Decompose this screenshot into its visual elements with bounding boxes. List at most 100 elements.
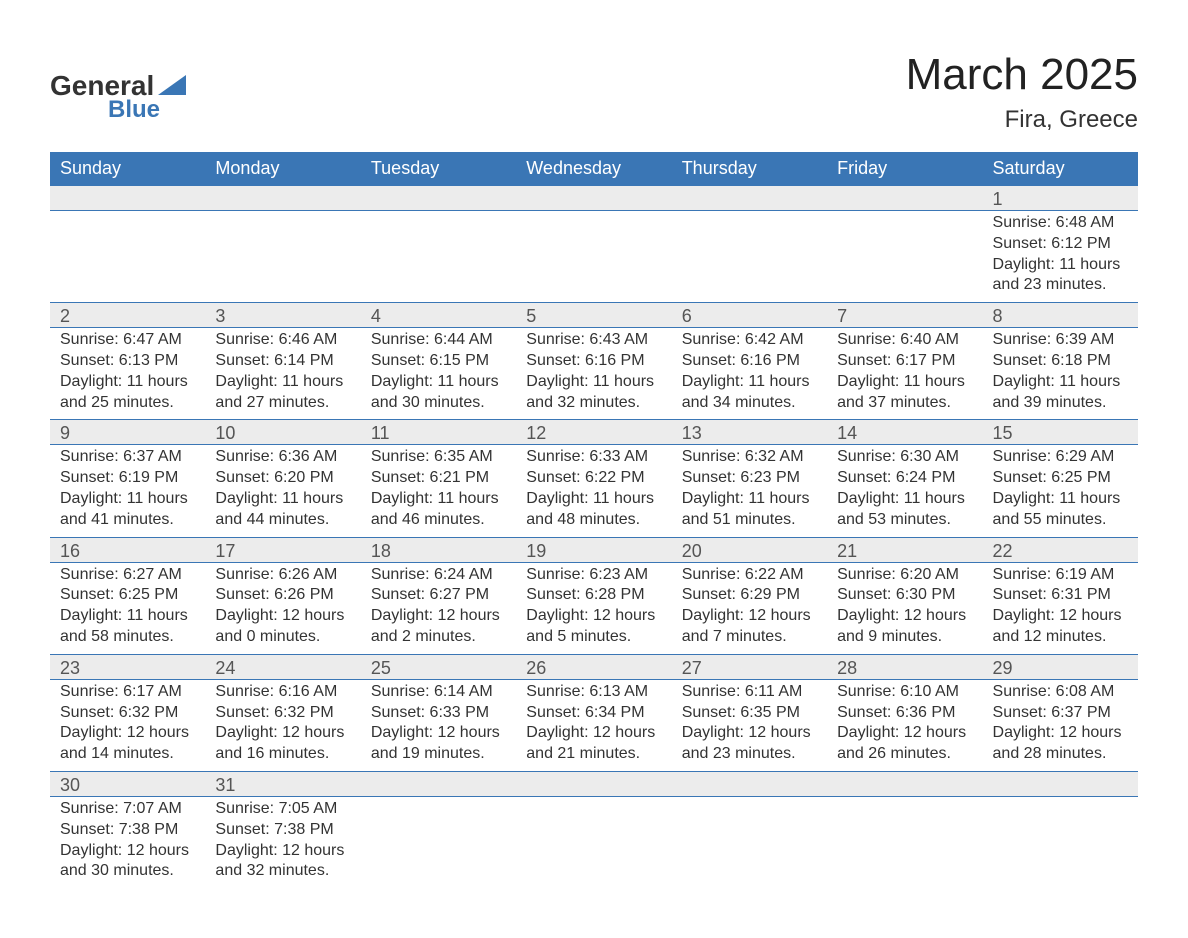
weekday-header: Saturday	[983, 152, 1138, 186]
day-number: 19	[516, 538, 671, 562]
sunset-line: Sunset: 7:38 PM	[215, 820, 350, 841]
day-number	[516, 772, 671, 796]
day-body-cell: Sunrise: 6:26 AMSunset: 6:26 PMDaylight:…	[205, 562, 360, 654]
daylight-line: Daylight: 12 hours and 5 minutes.	[526, 606, 661, 648]
sunrise-line: Sunrise: 6:23 AM	[526, 565, 661, 586]
day-body: Sunrise: 6:33 AMSunset: 6:22 PMDaylight:…	[516, 445, 671, 536]
day-body-cell	[361, 796, 516, 888]
day-body-cell: Sunrise: 6:48 AMSunset: 6:12 PMDaylight:…	[983, 211, 1138, 303]
day-number-cell	[827, 186, 982, 211]
day-number-cell: 6	[672, 303, 827, 328]
sunset-line: Sunset: 6:28 PM	[526, 585, 661, 606]
sunrise-line: Sunrise: 6:22 AM	[682, 565, 817, 586]
daylight-line: Daylight: 11 hours and 51 minutes.	[682, 489, 817, 531]
sunset-line: Sunset: 6:32 PM	[215, 703, 350, 724]
day-body-cell	[983, 796, 1138, 888]
day-number-cell: 1	[983, 186, 1138, 211]
day-number-cell: 16	[50, 537, 205, 562]
sunrise-line: Sunrise: 6:43 AM	[526, 330, 661, 351]
sunrise-line: Sunrise: 6:17 AM	[60, 682, 195, 703]
sunrise-line: Sunrise: 6:13 AM	[526, 682, 661, 703]
day-body	[50, 211, 205, 289]
weekday-header: Tuesday	[361, 152, 516, 186]
daylight-line: Daylight: 12 hours and 12 minutes.	[993, 606, 1128, 648]
sunset-line: Sunset: 6:25 PM	[60, 585, 195, 606]
sunset-line: Sunset: 6:16 PM	[526, 351, 661, 372]
daylight-line: Daylight: 12 hours and 14 minutes.	[60, 723, 195, 765]
day-body	[672, 797, 827, 875]
day-number-cell: 20	[672, 537, 827, 562]
day-number: 28	[827, 655, 982, 679]
day-number-row: 3031	[50, 771, 1138, 796]
daylight-line: Daylight: 11 hours and 48 minutes.	[526, 489, 661, 531]
day-number	[672, 186, 827, 210]
day-number: 24	[205, 655, 360, 679]
day-body-cell	[516, 796, 671, 888]
day-number: 21	[827, 538, 982, 562]
day-number: 25	[361, 655, 516, 679]
day-number: 7	[827, 303, 982, 327]
day-number: 31	[205, 772, 360, 796]
day-number	[983, 772, 1138, 796]
day-number	[205, 186, 360, 210]
day-number: 22	[983, 538, 1138, 562]
day-body	[361, 211, 516, 289]
day-body-row: Sunrise: 6:27 AMSunset: 6:25 PMDaylight:…	[50, 562, 1138, 654]
sunrise-line: Sunrise: 6:29 AM	[993, 447, 1128, 468]
sunset-line: Sunset: 6:21 PM	[371, 468, 506, 489]
day-body-cell: Sunrise: 7:05 AMSunset: 7:38 PMDaylight:…	[205, 796, 360, 888]
weekday-header: Sunday	[50, 152, 205, 186]
day-body: Sunrise: 6:24 AMSunset: 6:27 PMDaylight:…	[361, 563, 516, 654]
sunset-line: Sunset: 6:36 PM	[837, 703, 972, 724]
day-number-cell: 15	[983, 420, 1138, 445]
day-number-cell	[361, 186, 516, 211]
day-number-cell: 30	[50, 771, 205, 796]
sunset-line: Sunset: 6:31 PM	[993, 585, 1128, 606]
sunset-line: Sunset: 6:18 PM	[993, 351, 1128, 372]
day-body-cell: Sunrise: 6:22 AMSunset: 6:29 PMDaylight:…	[672, 562, 827, 654]
day-body-cell: Sunrise: 6:20 AMSunset: 6:30 PMDaylight:…	[827, 562, 982, 654]
day-body: Sunrise: 6:35 AMSunset: 6:21 PMDaylight:…	[361, 445, 516, 536]
day-body-cell: Sunrise: 6:40 AMSunset: 6:17 PMDaylight:…	[827, 328, 982, 420]
day-body-cell: Sunrise: 6:19 AMSunset: 6:31 PMDaylight:…	[983, 562, 1138, 654]
day-number: 12	[516, 420, 671, 444]
day-number-cell: 31	[205, 771, 360, 796]
daylight-line: Daylight: 12 hours and 7 minutes.	[682, 606, 817, 648]
sunset-line: Sunset: 6:27 PM	[371, 585, 506, 606]
sunrise-line: Sunrise: 6:33 AM	[526, 447, 661, 468]
daylight-line: Daylight: 12 hours and 2 minutes.	[371, 606, 506, 648]
day-number: 26	[516, 655, 671, 679]
day-body-cell	[827, 796, 982, 888]
day-number-cell: 25	[361, 654, 516, 679]
day-number-cell: 2	[50, 303, 205, 328]
day-number-row: 1	[50, 186, 1138, 211]
logo: General Blue	[50, 70, 186, 124]
day-body-cell	[672, 211, 827, 303]
day-body: Sunrise: 6:10 AMSunset: 6:36 PMDaylight:…	[827, 680, 982, 771]
sunrise-line: Sunrise: 6:39 AM	[993, 330, 1128, 351]
daylight-line: Daylight: 11 hours and 41 minutes.	[60, 489, 195, 531]
daylight-line: Daylight: 11 hours and 25 minutes.	[60, 372, 195, 414]
day-number-row: 16171819202122	[50, 537, 1138, 562]
day-body	[983, 797, 1138, 875]
day-body: Sunrise: 6:19 AMSunset: 6:31 PMDaylight:…	[983, 563, 1138, 654]
day-number-cell: 5	[516, 303, 671, 328]
day-body: Sunrise: 6:47 AMSunset: 6:13 PMDaylight:…	[50, 328, 205, 419]
day-number-cell: 17	[205, 537, 360, 562]
day-body-row: Sunrise: 7:07 AMSunset: 7:38 PMDaylight:…	[50, 796, 1138, 888]
day-body: Sunrise: 6:40 AMSunset: 6:17 PMDaylight:…	[827, 328, 982, 419]
sunset-line: Sunset: 6:25 PM	[993, 468, 1128, 489]
day-number-cell: 13	[672, 420, 827, 445]
day-body: Sunrise: 6:48 AMSunset: 6:12 PMDaylight:…	[983, 211, 1138, 302]
day-body: Sunrise: 6:22 AMSunset: 6:29 PMDaylight:…	[672, 563, 827, 654]
day-number-cell: 14	[827, 420, 982, 445]
sunrise-line: Sunrise: 6:11 AM	[682, 682, 817, 703]
day-number	[361, 186, 516, 210]
day-body-cell: Sunrise: 6:43 AMSunset: 6:16 PMDaylight:…	[516, 328, 671, 420]
logo-text-blue: Blue	[108, 96, 160, 124]
sunrise-line: Sunrise: 6:14 AM	[371, 682, 506, 703]
day-number: 10	[205, 420, 360, 444]
daylight-line: Daylight: 11 hours and 34 minutes.	[682, 372, 817, 414]
day-body: Sunrise: 6:37 AMSunset: 6:19 PMDaylight:…	[50, 445, 205, 536]
day-body-row: Sunrise: 6:37 AMSunset: 6:19 PMDaylight:…	[50, 445, 1138, 537]
